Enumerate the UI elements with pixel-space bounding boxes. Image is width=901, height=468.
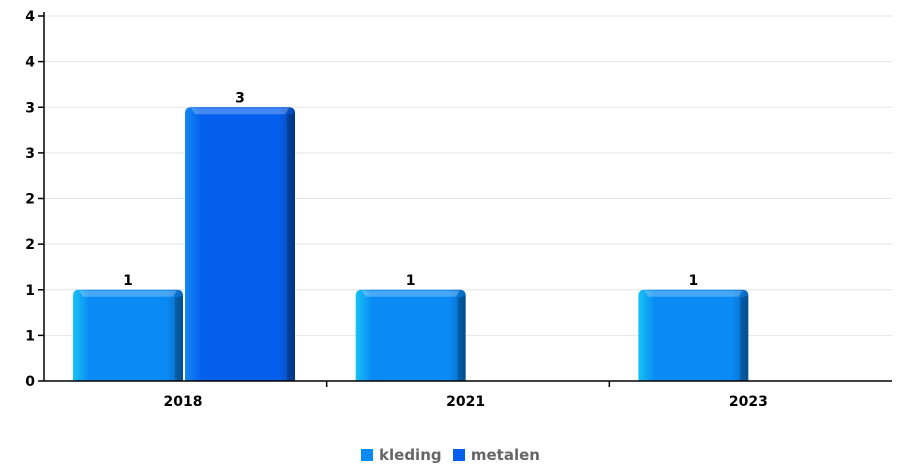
x-tick-label: 2021 bbox=[446, 394, 485, 410]
data-label: 1 bbox=[688, 273, 698, 289]
bar-highlight bbox=[191, 108, 289, 115]
x-tick-label: 2023 bbox=[729, 394, 768, 410]
data-labels: 1 1 1 3 bbox=[123, 90, 698, 289]
axes: 0 1 1 2 2 3 3 4 4 2018 2021 2023 bbox=[25, 9, 892, 410]
gridlines bbox=[44, 15, 892, 336]
bar-highlight bbox=[644, 290, 743, 297]
legend-label-metalen: metalen bbox=[470, 446, 540, 464]
bar-body bbox=[355, 289, 466, 381]
y-tick-label: 4 bbox=[25, 9, 35, 25]
bar-body bbox=[638, 289, 749, 381]
y-tick-label: 3 bbox=[25, 146, 35, 162]
bar-bevel bbox=[740, 295, 749, 381]
legend-label-kleding: kleding bbox=[379, 446, 442, 464]
y-tick-label: 3 bbox=[25, 100, 35, 116]
y-tick-label: 0 bbox=[25, 374, 35, 390]
data-label: 1 bbox=[406, 273, 416, 289]
bar-bevel bbox=[175, 295, 183, 381]
legend-item-kleding[interactable]: kleding bbox=[361, 446, 442, 464]
bar-kleding-2021[interactable] bbox=[355, 289, 466, 381]
bar-bevel bbox=[287, 113, 295, 381]
data-label: 3 bbox=[235, 90, 245, 106]
data-label: 1 bbox=[123, 273, 133, 289]
legend-item-metalen[interactable]: metalen bbox=[452, 446, 540, 464]
bar-highlight bbox=[79, 290, 177, 297]
x-tick-label: 2018 bbox=[164, 394, 203, 410]
bar-bevel bbox=[457, 295, 466, 381]
y-tick-label: 1 bbox=[25, 328, 35, 344]
y-tick-label: 4 bbox=[25, 55, 35, 71]
y-tick-label: 2 bbox=[25, 192, 35, 208]
legend: kleding metalen bbox=[0, 446, 901, 464]
bar-kleding-2018[interactable] bbox=[73, 289, 183, 381]
bar-kleding-2023[interactable] bbox=[638, 289, 749, 381]
bar-chart: 1 1 1 3 0 1 1 2 2 3 3 4 4 2018 2021 2023 bbox=[25, 9, 892, 410]
y-tick-label: 1 bbox=[25, 283, 35, 299]
legend-swatch-metalen bbox=[452, 449, 465, 461]
bar-metalen-2018[interactable] bbox=[185, 107, 295, 381]
bar-highlight bbox=[361, 290, 460, 297]
bars bbox=[73, 107, 749, 381]
y-tick-label: 2 bbox=[25, 237, 35, 253]
legend-swatch-kleding bbox=[361, 449, 374, 461]
bar-body bbox=[73, 289, 183, 381]
bar-body bbox=[185, 107, 295, 381]
